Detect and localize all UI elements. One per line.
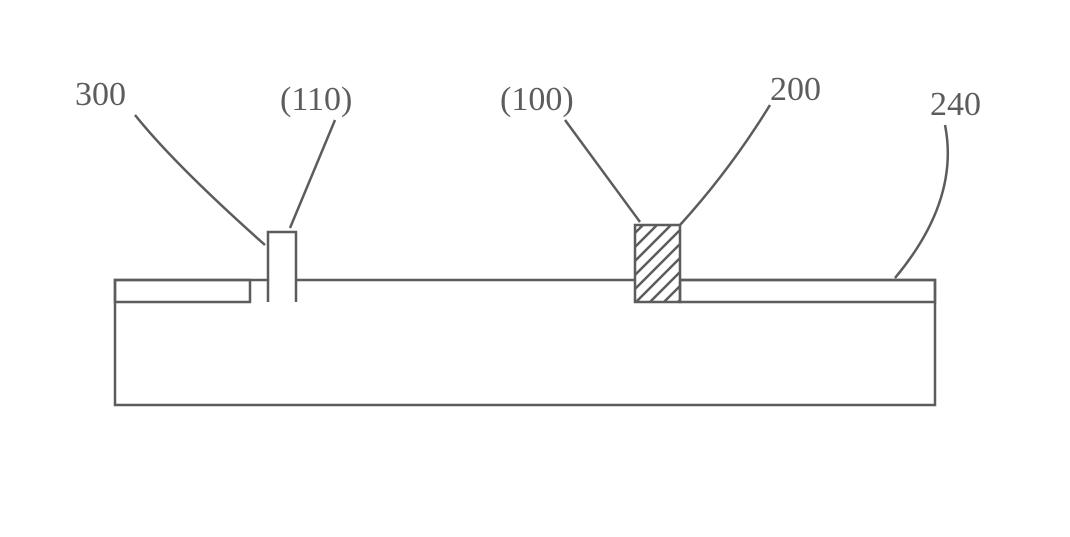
label-100: (100) <box>500 81 574 118</box>
pillar-right <box>635 225 680 302</box>
diagram-canvas: 300 (110) (100) 200 240 <box>0 0 1070 537</box>
label-240: 240 <box>930 86 981 123</box>
thin-layer-left <box>115 280 250 302</box>
leader-200 <box>680 105 770 225</box>
leader-300 <box>135 115 265 245</box>
substrate-outline <box>115 280 935 405</box>
leader-110 <box>290 120 335 228</box>
label-200: 200 <box>770 71 821 108</box>
label-110: (110) <box>280 81 352 118</box>
label-300: 300 <box>75 76 126 113</box>
leader-240 <box>895 125 948 278</box>
leader-100 <box>565 120 640 222</box>
thin-layer-right <box>680 280 935 302</box>
pillar-left <box>268 232 296 302</box>
